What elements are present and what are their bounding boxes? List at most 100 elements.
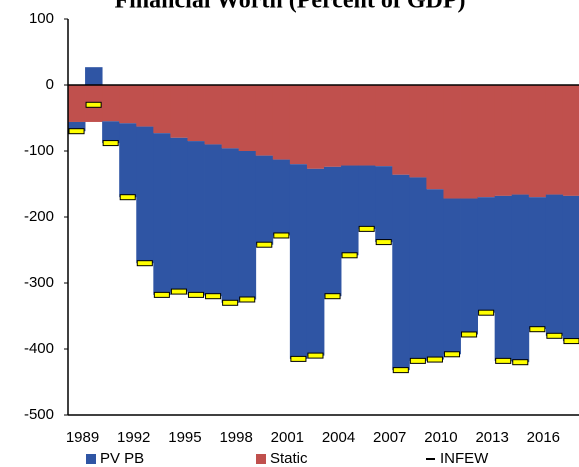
bar (204, 144, 222, 297)
bar (324, 166, 342, 297)
y-tick-label: -400 (24, 340, 54, 357)
y-tick-label: -500 (24, 406, 54, 423)
bar (306, 85, 325, 169)
bar (409, 85, 427, 178)
bar (511, 85, 530, 195)
bar (545, 194, 564, 336)
bar (477, 197, 496, 313)
bar (375, 166, 393, 243)
bar (153, 133, 171, 295)
bar (562, 85, 579, 196)
bar (392, 174, 410, 371)
x-tick-label: 2013 (475, 429, 508, 446)
marker (563, 338, 579, 345)
bar (375, 85, 393, 167)
y-tick-label: -200 (24, 208, 54, 225)
x-tick-label: 1995 (168, 429, 201, 446)
marker (426, 356, 443, 363)
bar (170, 137, 188, 292)
marker (529, 326, 546, 333)
legend-swatch (86, 454, 96, 464)
bar (494, 85, 513, 196)
marker (478, 309, 495, 316)
bar (306, 168, 325, 356)
x-tick-label: 1992 (117, 429, 150, 446)
bar (358, 165, 376, 229)
marker (324, 293, 341, 300)
bar (221, 85, 240, 149)
bar (102, 121, 120, 144)
bar (426, 85, 444, 190)
bar (136, 126, 154, 264)
bar (221, 148, 240, 303)
bar (289, 164, 308, 359)
marker (409, 357, 426, 364)
x-tick-label: 2010 (424, 429, 457, 446)
marker (153, 291, 170, 298)
bar (324, 85, 342, 167)
bar (136, 85, 154, 127)
bar (341, 85, 359, 166)
bar (119, 85, 137, 124)
marker (546, 332, 563, 339)
marker (375, 239, 392, 246)
bar (102, 85, 120, 122)
y-tick-label: 0 (46, 76, 54, 93)
bar (409, 177, 427, 361)
bar (153, 85, 171, 134)
marker (68, 128, 85, 135)
bar (477, 85, 496, 198)
bar (562, 195, 579, 342)
marker (273, 232, 290, 239)
bar (68, 121, 86, 132)
bar (528, 85, 547, 198)
y-tick-label: 100 (29, 10, 54, 27)
bar (119, 123, 137, 198)
legend-label: Static (270, 450, 308, 467)
marker (461, 331, 478, 338)
bar (272, 159, 291, 236)
legend-swatch (256, 454, 266, 464)
marker (239, 296, 256, 303)
chart-title: Financial Worth (Percent of GDP) (114, 0, 465, 14)
bar (426, 189, 444, 360)
marker (222, 299, 239, 306)
marker (358, 225, 375, 232)
marker (256, 241, 273, 248)
bar (460, 85, 478, 199)
bar (545, 85, 564, 195)
bar (289, 85, 308, 165)
bar (341, 165, 359, 256)
bar (85, 67, 103, 85)
bar (443, 85, 461, 199)
bar (528, 197, 547, 330)
bar (511, 194, 530, 363)
x-tick-label: 2004 (322, 429, 355, 446)
bar (238, 85, 257, 151)
legend-label: PV PB (100, 450, 144, 467)
bar (204, 85, 222, 145)
marker (307, 352, 324, 359)
marker (341, 252, 358, 259)
bar (494, 195, 513, 361)
bar (272, 85, 291, 160)
bar (443, 198, 461, 355)
bar (187, 141, 205, 295)
bar (392, 85, 410, 175)
bar (238, 151, 257, 300)
x-tick-label: 2007 (373, 429, 406, 446)
marker (495, 357, 512, 364)
y-tick-label: -100 (24, 142, 54, 159)
bar (187, 85, 205, 142)
marker (102, 140, 119, 147)
x-tick-label: 1989 (66, 429, 99, 446)
marker (170, 288, 187, 295)
y-tick-label: -300 (24, 274, 54, 291)
marker (205, 293, 222, 300)
marker (187, 291, 205, 298)
x-tick-label: 2001 (271, 429, 304, 446)
marker (512, 359, 529, 366)
marker (119, 194, 136, 201)
